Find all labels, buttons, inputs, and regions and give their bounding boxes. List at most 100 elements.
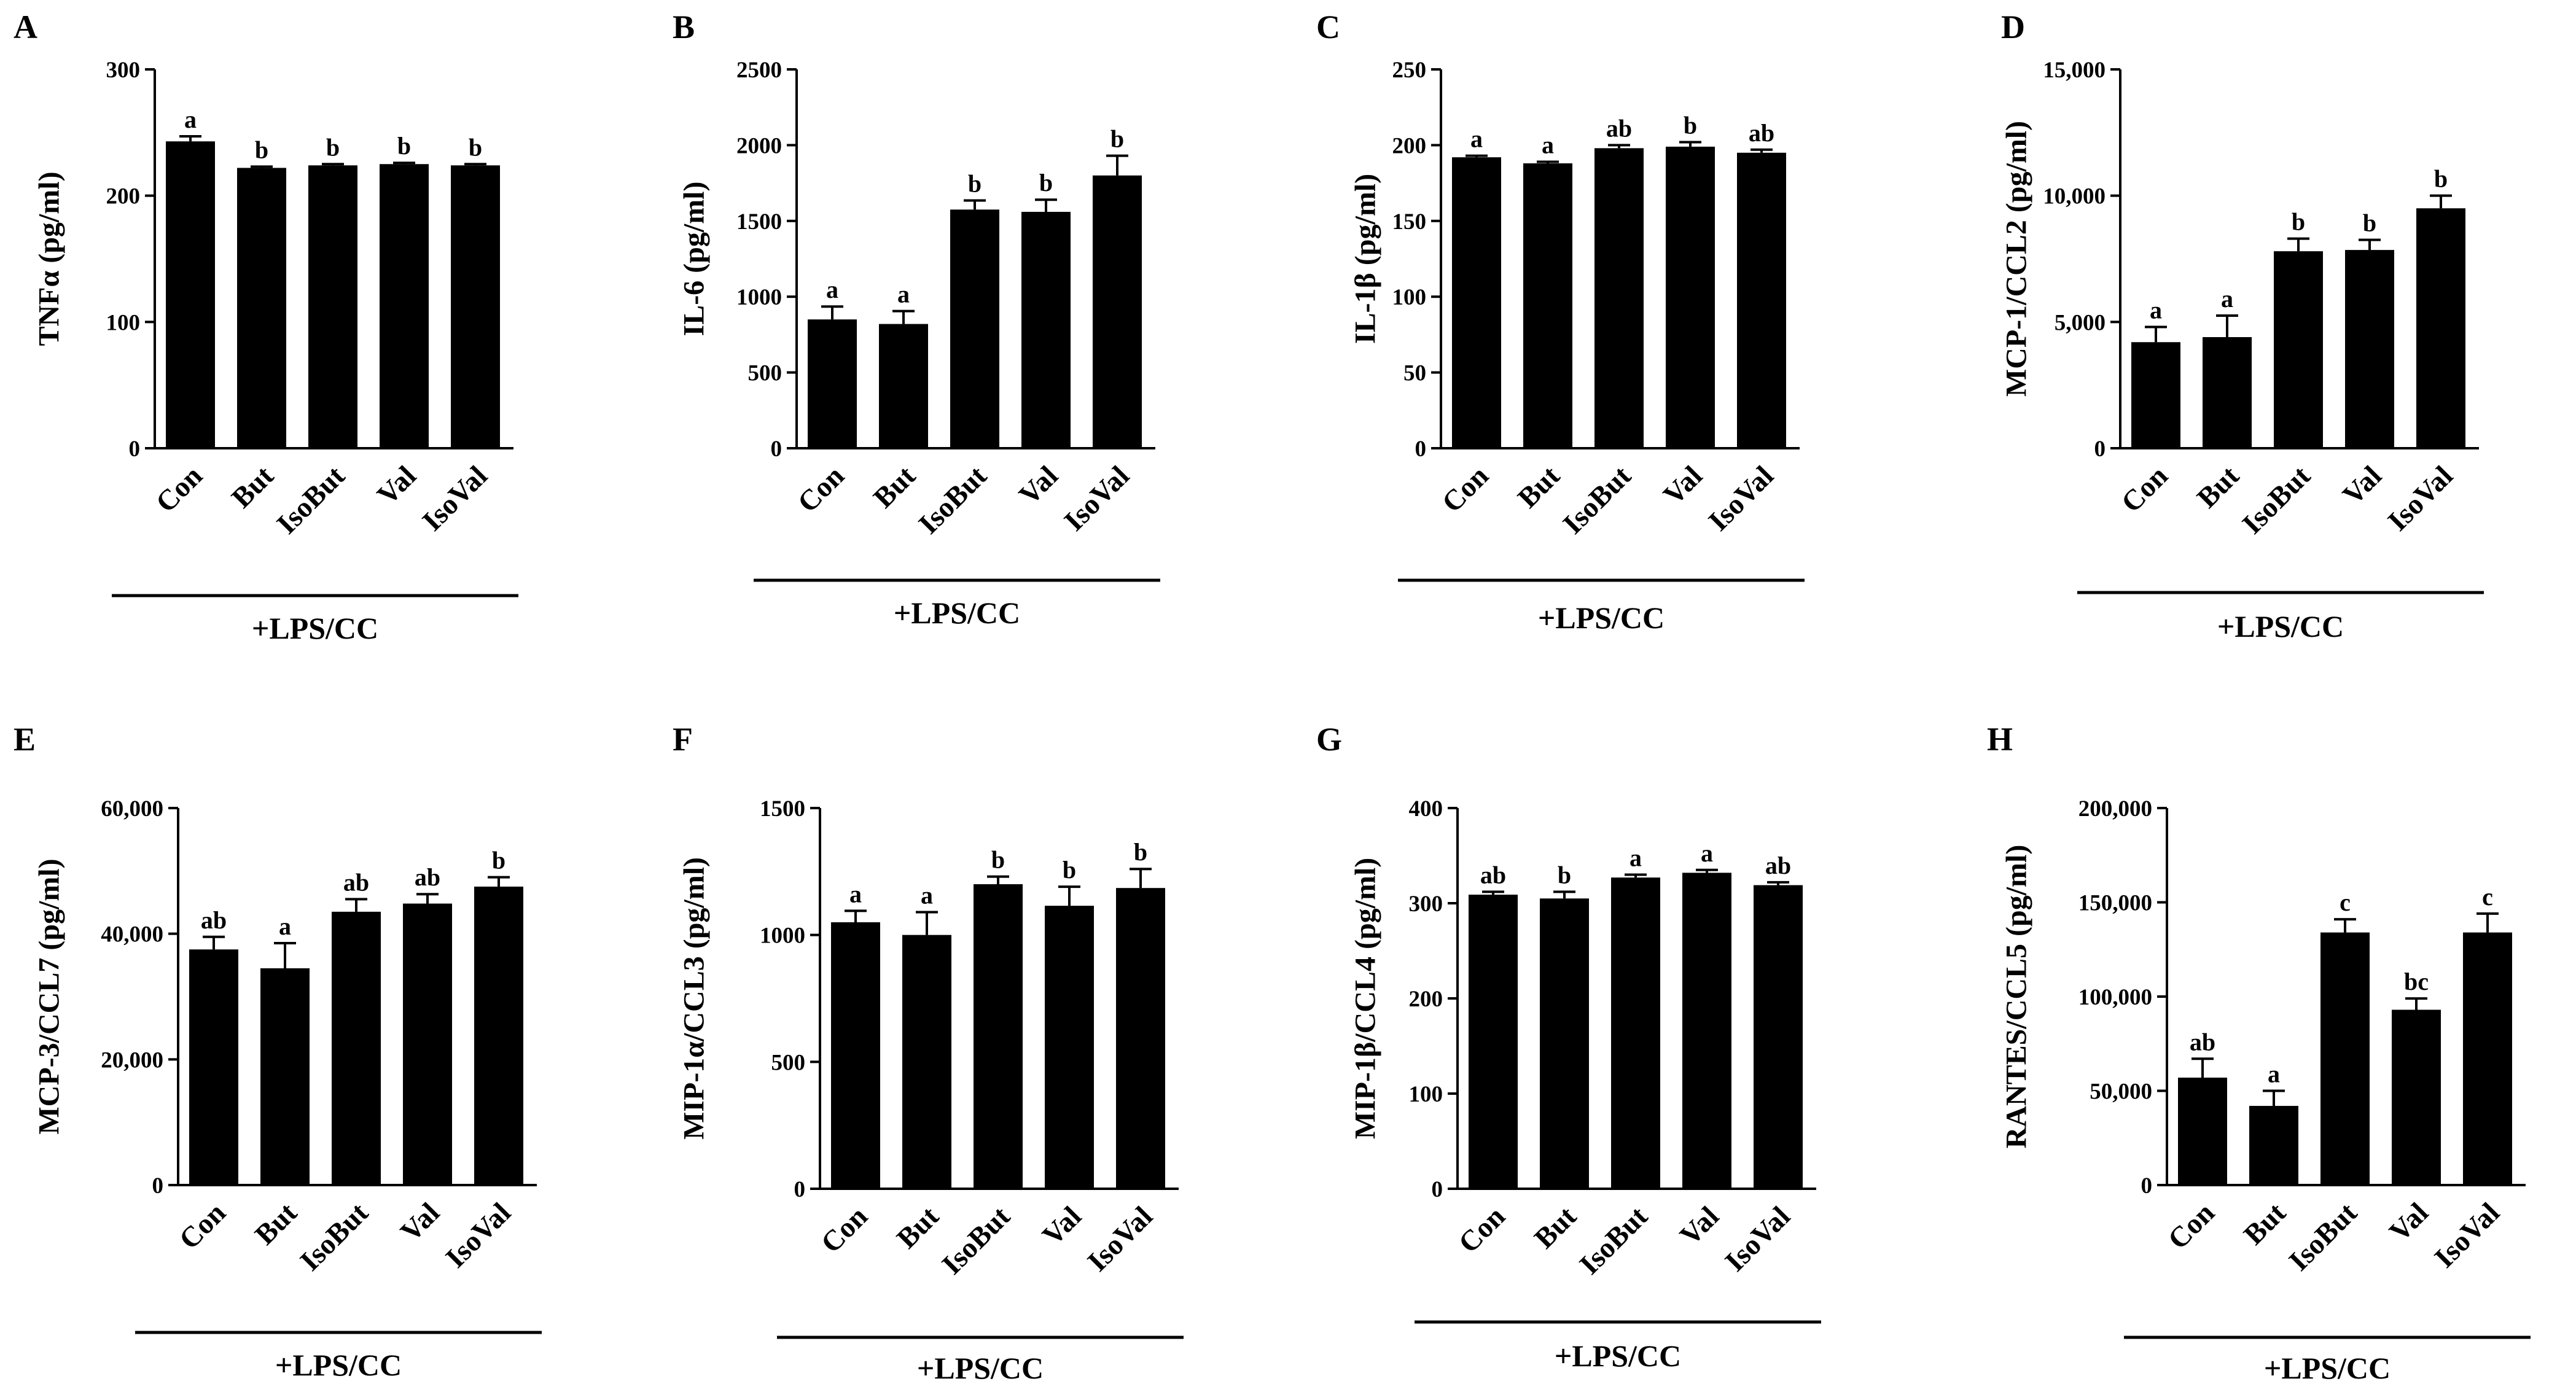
y-axis-label: MCP-1/CCL2 (pg/ml) (2000, 121, 2033, 397)
bar-isobut (1611, 877, 1660, 1189)
category-label: IsoVal (1703, 460, 1780, 537)
bar-con (1469, 895, 1518, 1189)
category-label: But (225, 460, 280, 515)
category-label: But (867, 460, 922, 515)
y-tick-label: 20,000 (101, 1048, 163, 1073)
y-tick-label: 1500 (736, 209, 782, 235)
y-axis-label: TNFα (pg/ml) (33, 171, 66, 346)
bar-val (2392, 1009, 2441, 1185)
bar-isoval (2416, 208, 2465, 448)
group-label: +LPS/CC (894, 596, 1020, 630)
y-axis-label: MIP-1β/CCL4 (pg/ml) (1349, 858, 1382, 1140)
panel-letter: B (673, 9, 695, 45)
category-label: Val (1013, 460, 1064, 511)
category-label: Con (173, 1197, 232, 1256)
y-tick-label: 1000 (760, 923, 805, 949)
category-label: IsoVal (416, 460, 494, 537)
bar-but (902, 935, 951, 1189)
significance-label: ab (1606, 114, 1632, 142)
category-label: IsoBut (2236, 460, 2317, 540)
group-label: +LPS/CC (252, 611, 378, 645)
bar-but (237, 168, 286, 448)
bar-val (1666, 147, 1715, 448)
y-tick-label: 2500 (736, 58, 782, 83)
significance-label: b (1110, 125, 1124, 153)
bar-con (2131, 342, 2180, 448)
y-tick-label: 40,000 (101, 922, 163, 947)
y-tick-label: 15,000 (2043, 58, 2106, 83)
category-label: IsoVal (1082, 1200, 1159, 1278)
group-label: +LPS/CC (1538, 601, 1665, 635)
category-label: But (249, 1197, 303, 1251)
y-tick-label: 1500 (760, 796, 805, 822)
bar-but (2203, 337, 2252, 448)
significance-label: ab (1749, 119, 1774, 147)
chart-panel-f: F 0 500 1000 1500 MIP-1α/CCL3 (pg/ml) a Con a But… (673, 721, 1184, 1385)
panel-letter: F (673, 721, 693, 758)
category-label: Con (1453, 1200, 1512, 1259)
bar-isoval (451, 165, 500, 448)
category-label: But (1528, 1200, 1583, 1255)
y-tick-label: 2000 (736, 133, 782, 158)
significance-label: a (2221, 285, 2233, 313)
bar-con (166, 141, 215, 448)
y-axis-label: RANTES/CCL5 (pg/ml) (2000, 845, 2033, 1149)
panel-letter: H (1987, 721, 2013, 758)
y-tick-label: 300 (106, 58, 141, 83)
significance-label: a (849, 880, 862, 908)
category-label: IsoVal (1058, 460, 1136, 537)
y-tick-label: 500 (748, 361, 783, 386)
y-tick-label: 400 (1409, 796, 1443, 822)
significance-label: ab (343, 868, 369, 896)
significance-label: b (2292, 208, 2305, 236)
y-tick-label: 150 (1392, 209, 1427, 235)
significance-label: a (1470, 125, 1483, 153)
group-label: +LPS/CC (2264, 1351, 2391, 1385)
significance-label: bc (2404, 968, 2429, 995)
y-tick-label: 150,000 (2078, 891, 2152, 916)
bar-con (189, 949, 238, 1185)
bar-val (1021, 212, 1071, 448)
y-tick-label: 5,000 (2055, 310, 2106, 335)
group-label: +LPS/CC (1555, 1339, 1681, 1373)
chart-panel-a: A 0 100 200 300 TNFα (pg/ml) a Con b But b IsoBut b V… (14, 9, 518, 645)
category-label: But (1512, 460, 1566, 515)
significance-label: b (469, 133, 482, 161)
category-label: Val (2336, 460, 2388, 511)
bar-isoval (1116, 888, 1165, 1189)
significance-label: b (1039, 169, 1053, 196)
figure-canvas: A0100200300TNFα (pg/ml)aConbButbIsoButbV… (0, 0, 2576, 1392)
bar-isoval (2463, 933, 2512, 1185)
significance-label: ab (1765, 852, 1791, 879)
significance-label: a (897, 281, 910, 308)
y-tick-label: 100 (1392, 285, 1427, 310)
category-label: Val (1036, 1200, 1088, 1252)
y-tick-label: 60,000 (101, 796, 163, 822)
bar-isobut (950, 209, 999, 448)
bar-con (1452, 157, 1501, 448)
category-label: IsoBut (2283, 1197, 2363, 1277)
bar-isobut (308, 165, 357, 448)
bar-isoval (474, 887, 523, 1185)
significance-label: a (1701, 839, 1713, 867)
y-tick-label: 1000 (736, 285, 782, 310)
category-label: IsoBut (271, 460, 351, 540)
bar-but (2249, 1106, 2298, 1185)
panel-letter: D (2001, 9, 2025, 45)
category-label: Val (394, 1197, 446, 1248)
bar-con (831, 922, 880, 1189)
chart-panel-d: D 0 5,000 10,000 15,000 MCP-1/CCL2 (pg/ml) a Co… (2000, 9, 2484, 644)
significance-label: b (1684, 111, 1697, 139)
panel-letter: E (14, 721, 36, 758)
category-label: But (891, 1200, 945, 1255)
significance-label: b (255, 136, 268, 163)
category-label: IsoVal (1719, 1200, 1797, 1278)
y-tick-label: 0 (1432, 1177, 1443, 1202)
significance-label: b (1558, 861, 1571, 888)
significance-label: b (2363, 209, 2376, 237)
panel-letter: A (14, 9, 37, 45)
bar-val (380, 164, 429, 448)
significance-label: c (2482, 883, 2493, 911)
significance-label: a (1630, 844, 1642, 872)
